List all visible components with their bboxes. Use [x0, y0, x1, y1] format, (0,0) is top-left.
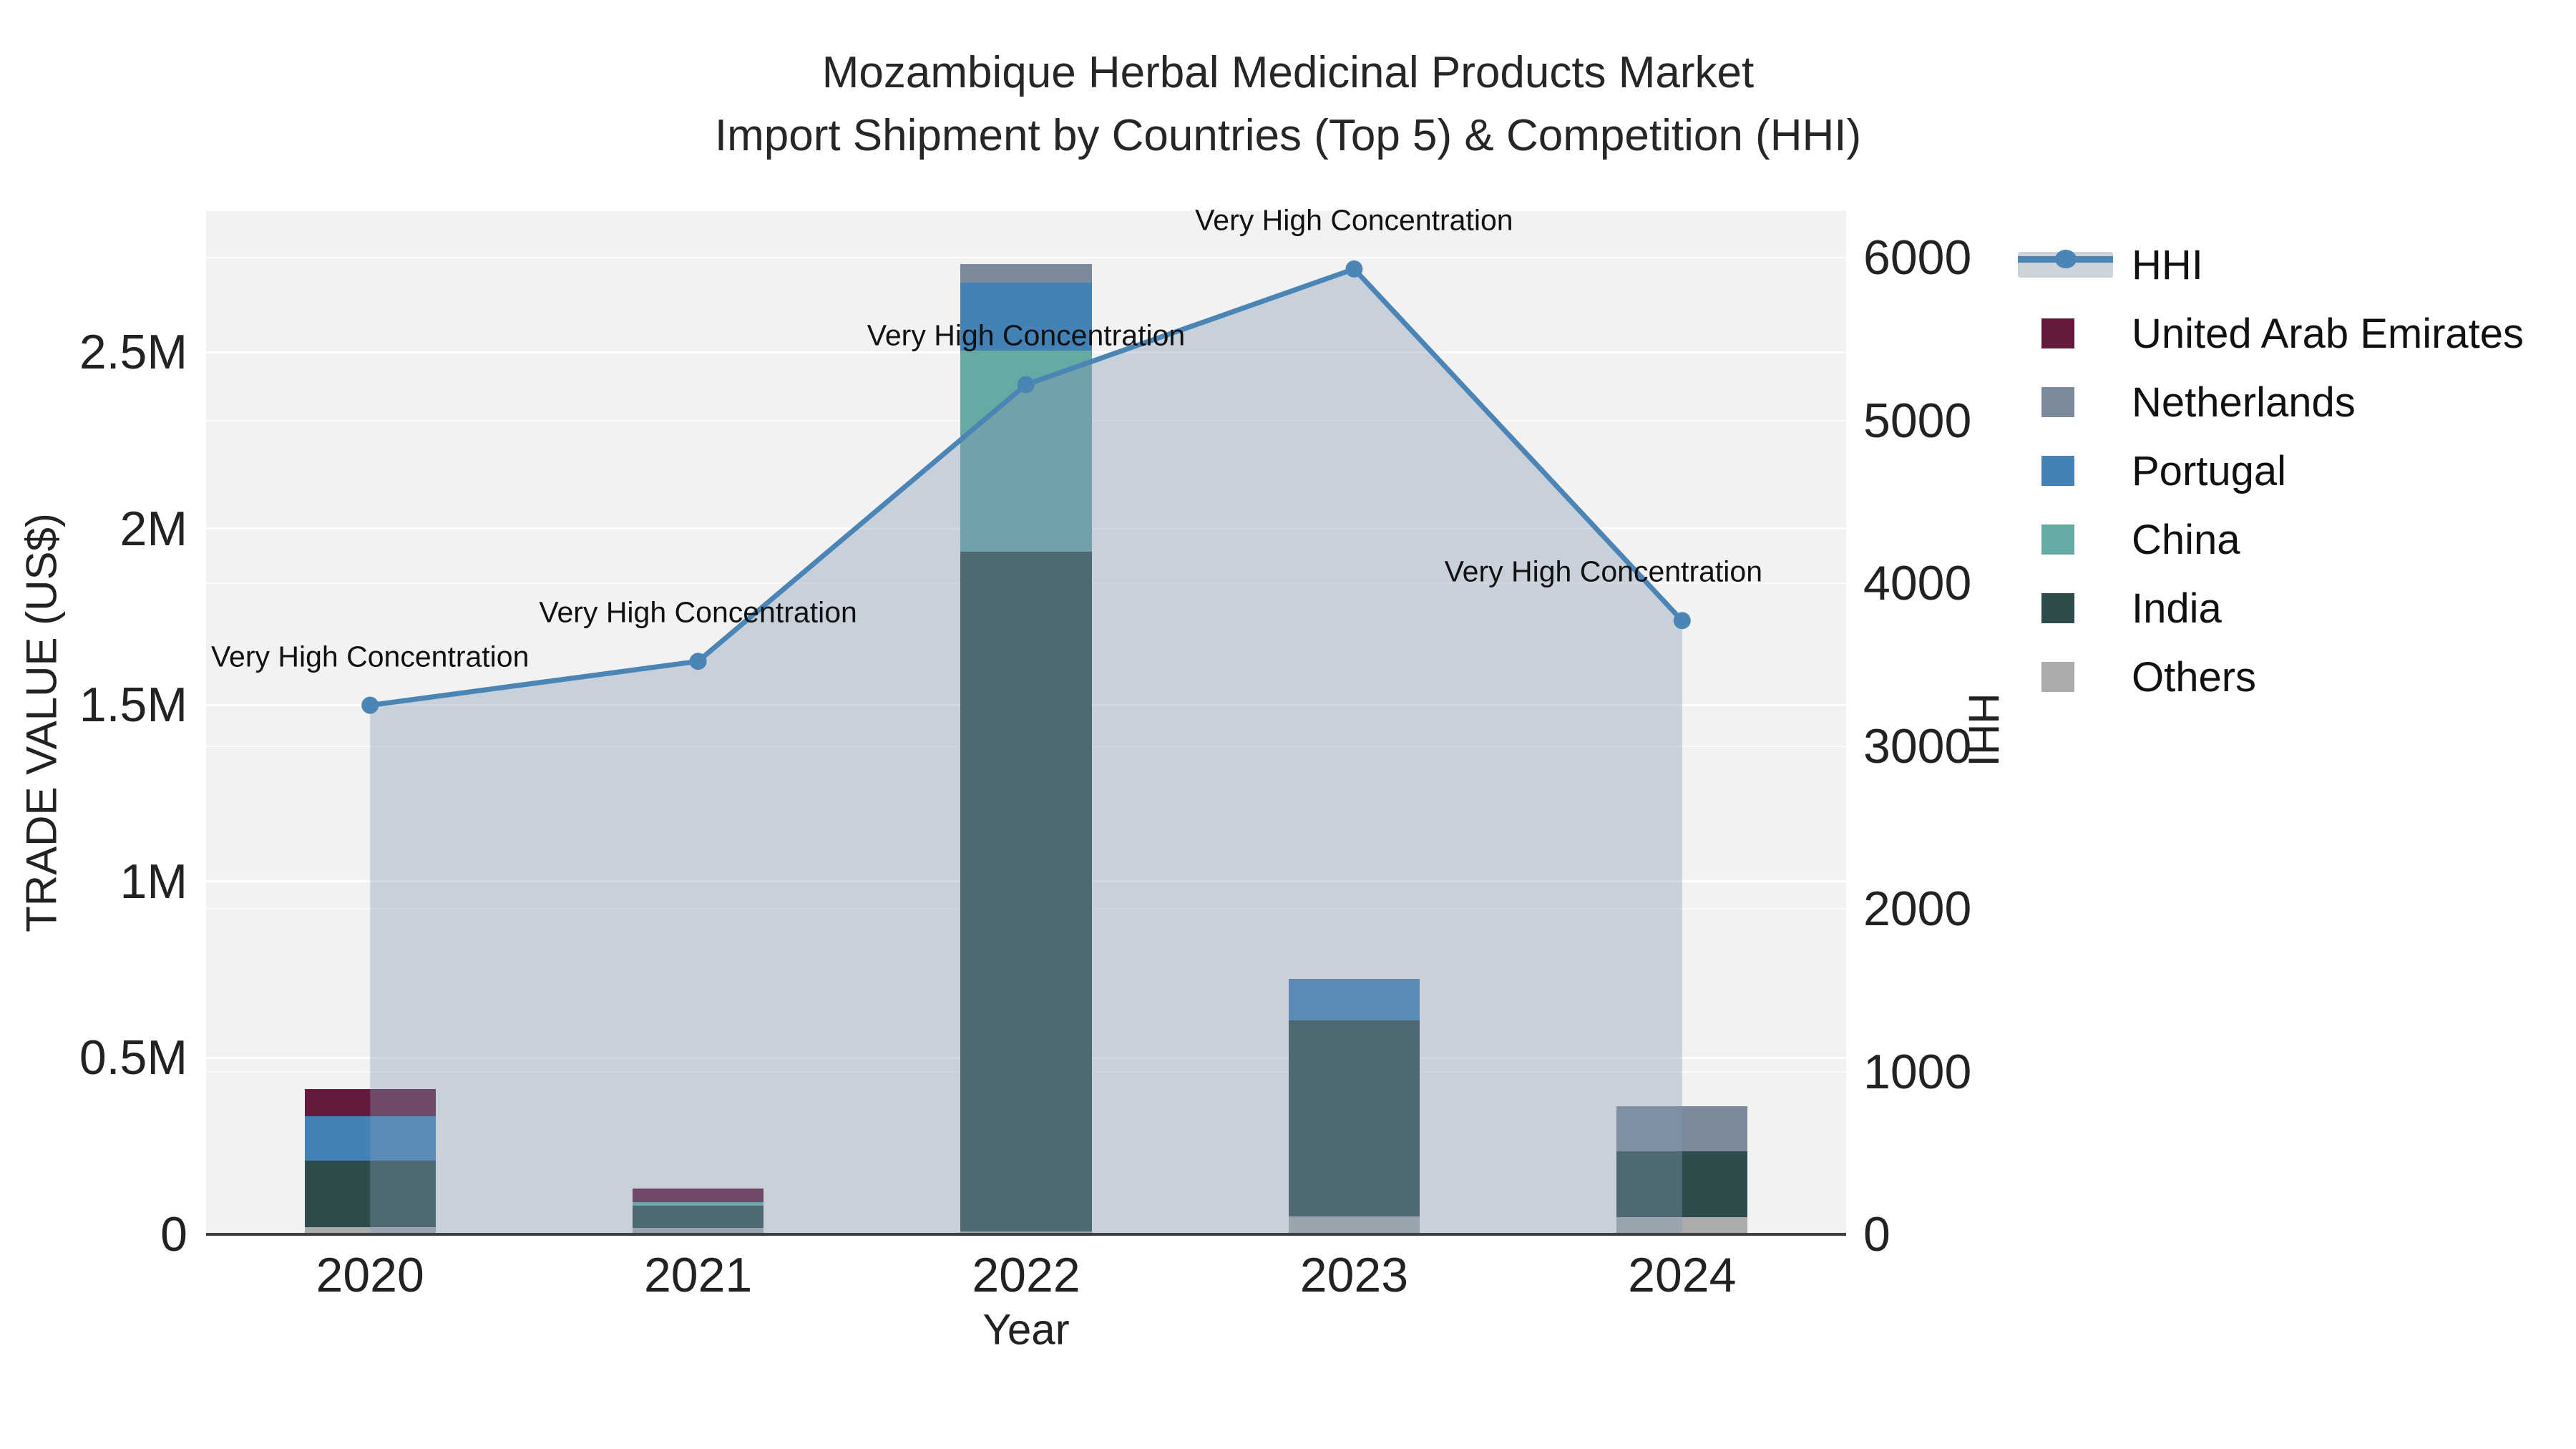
bar-segment-netherlands[interactable]: [1616, 1106, 1748, 1151]
legend-swatch-zone: [2018, 593, 2113, 623]
legend-swatch-india: [2041, 593, 2074, 623]
bar-segment-portugal[interactable]: [1288, 978, 1420, 1021]
x-tick-label-2021: 2021: [643, 1248, 753, 1302]
hhi-marker-2024[interactable]: [1673, 612, 1691, 630]
legend-item-portugal[interactable]: Portugal: [2018, 436, 2524, 505]
legend-swatch-zone: [2018, 387, 2113, 417]
annotation-2021: Very High Concentration: [539, 595, 857, 629]
bar-segment-netherlands[interactable]: [960, 264, 1092, 283]
chart-title: Mozambique Herbal Medicinal Products Mar…: [0, 42, 2576, 167]
legend-swatch-united-arab-emirates: [2041, 318, 2074, 348]
legend-label: Netherlands: [2132, 379, 2356, 426]
y2-tick-label: 5000: [1863, 393, 1972, 448]
x-axis-line: [206, 1233, 1846, 1236]
hhi-marker-2022[interactable]: [1018, 376, 1035, 394]
legend-swatch-china: [2041, 525, 2074, 555]
bar-segment-united-arab-emirates[interactable]: [304, 1088, 436, 1116]
legend: HHI United Arab Emirates Netherlands Portug…: [2018, 230, 2524, 711]
legend-label: Portugal: [2132, 447, 2287, 494]
x-tick-label-2022: 2022: [972, 1248, 1080, 1302]
legend-swatch-zone: [2018, 318, 2113, 348]
y2-tick-label: 6000: [1863, 230, 1972, 285]
bar-segment-india[interactable]: [1288, 1020, 1420, 1216]
y-tick-label: 1M: [119, 854, 187, 909]
bar-segment-others[interactable]: [1616, 1216, 1748, 1234]
legend-swatch-hhi-line-icon: [2018, 250, 2113, 278]
legend-item-united-arab-emirates[interactable]: United Arab Emirates: [2018, 299, 2524, 368]
y-tick-label: 0.5M: [79, 1030, 187, 1085]
x-tick-label-2023: 2023: [1299, 1248, 1409, 1302]
bar-segment-portugal[interactable]: [304, 1116, 436, 1161]
legend-item-hhi[interactable]: HHI: [2018, 230, 2524, 299]
bar-segment-others[interactable]: [1288, 1216, 1420, 1234]
legend-item-india[interactable]: India: [2018, 574, 2524, 643]
bar-segment-india[interactable]: [1616, 1151, 1748, 1217]
legend-swatch-zone: [2018, 662, 2113, 692]
legend-label: India: [2132, 585, 2222, 632]
annotation-2022: Very High Concentration: [867, 318, 1186, 352]
bar-segment-united-arab-emirates[interactable]: [632, 1188, 764, 1202]
chart-title-line1: Mozambique Herbal Medicinal Products Mar…: [821, 48, 1755, 97]
hhi-marker-2021[interactable]: [689, 653, 707, 670]
legend-swatch-zone: [2018, 456, 2113, 486]
chart-title-line2: Import Shipment by Countries (Top 5) & C…: [714, 111, 1862, 160]
x-tick-label-2020: 2020: [316, 1248, 424, 1302]
hhi-marker-2023[interactable]: [1345, 260, 1363, 278]
bar-segment-india[interactable]: [304, 1160, 436, 1228]
bar-segment-china[interactable]: [632, 1201, 764, 1206]
bar-segment-portugal[interactable]: [960, 283, 1092, 351]
bar-segment-india[interactable]: [632, 1205, 764, 1229]
legend-swatch-netherlands: [2041, 387, 2074, 417]
annotation-2023: Very High Concentration: [1195, 203, 1513, 237]
y-axis-title: TRADE VALUE (US$): [17, 513, 66, 932]
legend-label: China: [2132, 516, 2240, 563]
legend-label: Others: [2132, 653, 2257, 701]
legend-label: United Arab Emirates: [2132, 310, 2524, 357]
hhi-area: [370, 268, 1682, 1234]
hhi-marker-swatch: [2054, 250, 2077, 268]
bar-segment-others[interactable]: [632, 1228, 764, 1234]
y-tick-label: 2.5M: [79, 325, 187, 379]
bar-segment-india[interactable]: [960, 552, 1092, 1232]
y2-tick-label: 4000: [1863, 556, 1972, 610]
legend-swatch-others: [2041, 662, 2074, 692]
y-tick-label: 1.5M: [79, 678, 187, 733]
y2-axis-title: HHI: [1959, 693, 2008, 767]
legend-swatch-portugal: [2041, 456, 2074, 486]
legend-label: HHI: [2132, 241, 2203, 288]
y2-tick-label: 2000: [1863, 882, 1972, 936]
y2-tick-label: 3000: [1863, 718, 1972, 774]
hhi-area-swatch: [2018, 250, 2113, 278]
x-tick-label-2024: 2024: [1628, 1248, 1737, 1302]
x-axis-title: Year: [982, 1305, 1070, 1354]
y2-tick-label: 1000: [1863, 1044, 1972, 1099]
hhi-overlay: [361, 260, 1691, 1234]
legend-swatch-zone: [2018, 525, 2113, 555]
hhi-marker-2020[interactable]: [361, 696, 379, 714]
y-tick-label: 2M: [119, 501, 187, 556]
bar-segment-others[interactable]: [304, 1227, 436, 1234]
annotation-2024: Very High Concentration: [1444, 555, 1763, 588]
annotation-2020: Very High Concentration: [210, 640, 530, 673]
y2-tick-label: 0: [1863, 1207, 1890, 1262]
legend-item-netherlands[interactable]: Netherlands: [2018, 368, 2524, 436]
plot-area: Very High Concentration Very High Concent…: [79, 203, 1971, 1302]
legend-item-others[interactable]: Others: [2018, 643, 2524, 711]
legend-item-china[interactable]: China: [2018, 505, 2524, 574]
gridline-y2: [206, 257, 1846, 258]
y-tick-label: 0: [160, 1207, 187, 1262]
